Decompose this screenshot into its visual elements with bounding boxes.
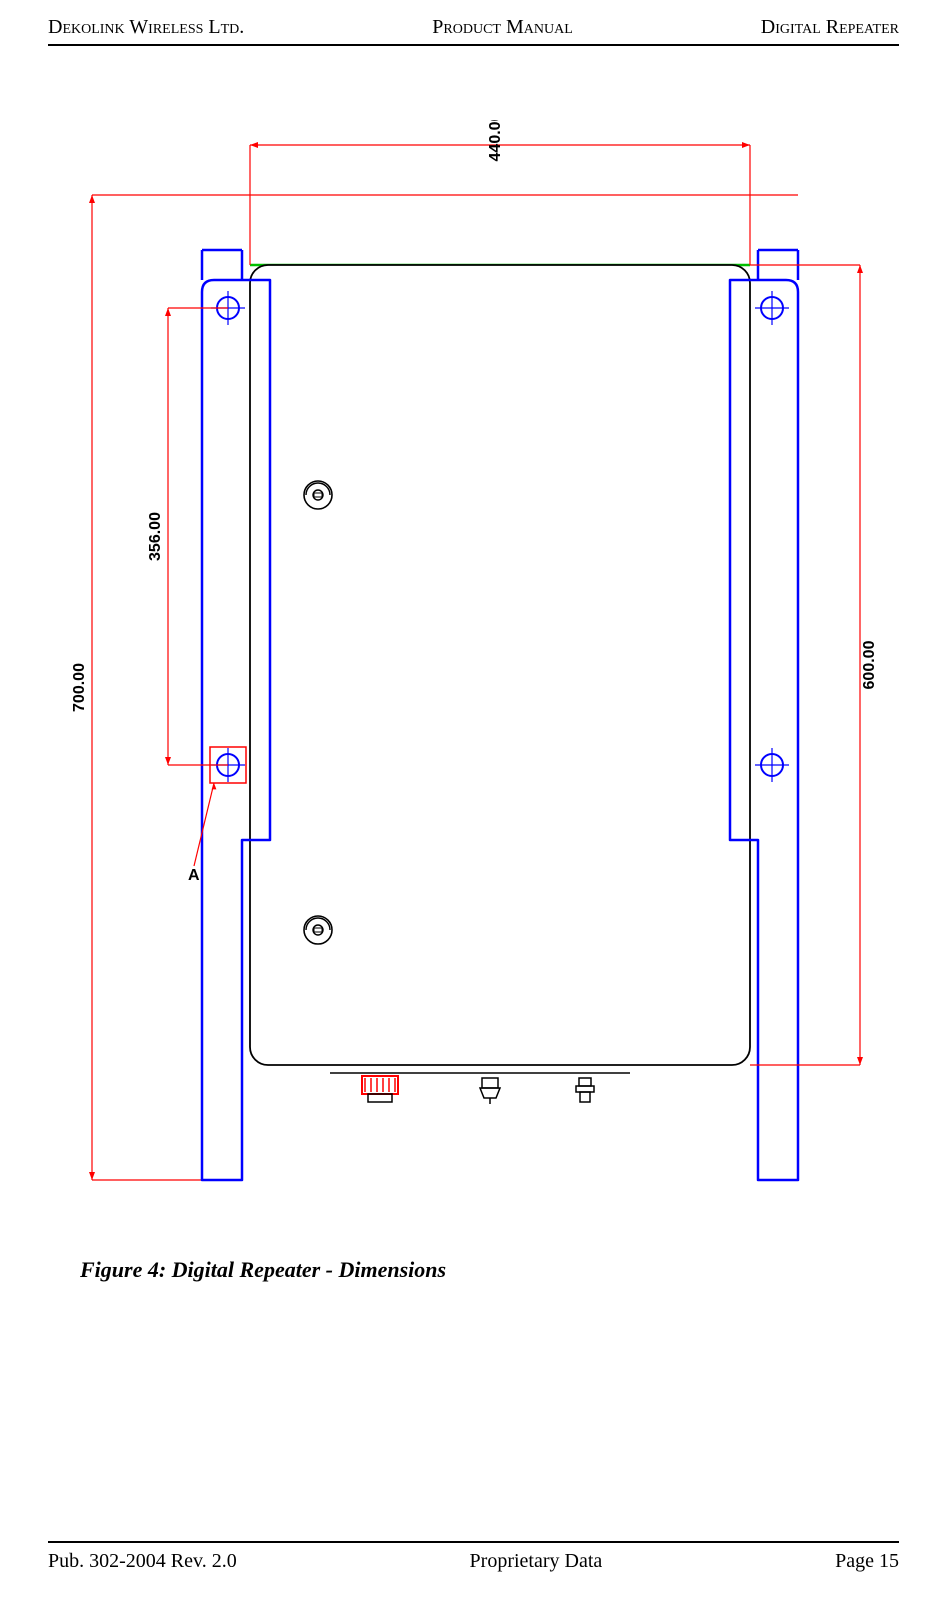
header-center: Product Manual [432, 16, 572, 39]
svg-text:356.00: 356.00 [147, 512, 164, 561]
dimension-diagram: 700.00 356.00 440.00 600.00 A [70, 120, 877, 1220]
footer-center: Proprietary Data [470, 1550, 603, 1573]
header-rule [48, 44, 899, 46]
svg-text:A: A [188, 867, 200, 884]
header-right: Digital Repeater [761, 16, 899, 39]
page-header: Dekolink Wireless Ltd. Product Manual Di… [48, 16, 899, 39]
svg-text:700.00: 700.00 [71, 663, 88, 712]
figure-caption: Figure 4: Digital Repeater - Dimensions [80, 1257, 446, 1283]
svg-text:600.00: 600.00 [861, 640, 877, 689]
header-left: Dekolink Wireless Ltd. [48, 16, 244, 39]
footer-right: Page 15 [835, 1550, 899, 1573]
page-footer: Pub. 302-2004 Rev. 2.0 Proprietary Data … [48, 1550, 899, 1573]
footer-left: Pub. 302-2004 Rev. 2.0 [48, 1550, 237, 1573]
footer-rule [48, 1541, 899, 1543]
svg-text:440.00: 440.00 [487, 120, 504, 161]
